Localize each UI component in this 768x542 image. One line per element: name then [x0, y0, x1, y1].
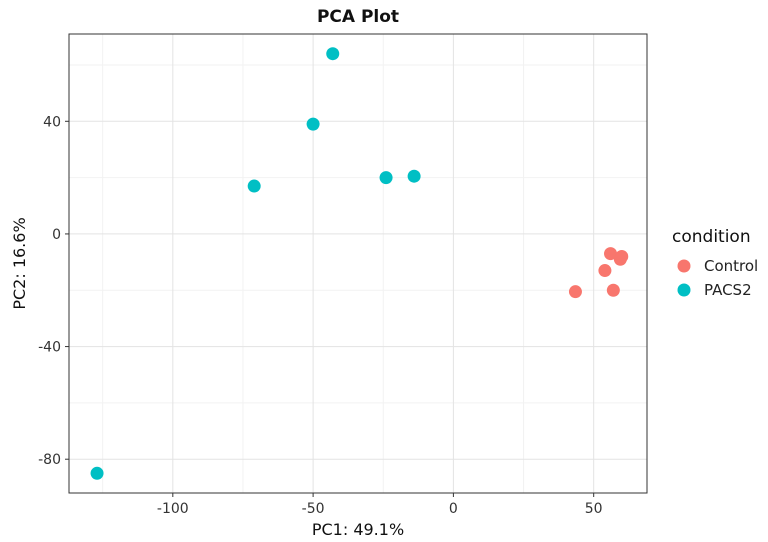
plot-panel-border	[68, 33, 648, 494]
data-point-control	[598, 264, 612, 278]
data-point-pacs2	[326, 47, 340, 61]
data-point-control	[604, 247, 618, 261]
legend-label-pacs2: PACS2	[704, 281, 752, 299]
y-tick-label: 0	[52, 227, 61, 243]
data-point-pacs2	[247, 179, 261, 193]
x-tick-label: -50	[302, 501, 325, 517]
x-axis-title: PC1: 49.1%	[312, 520, 404, 539]
chart-title: PCA Plot	[317, 7, 399, 27]
data-points	[90, 47, 629, 480]
legend-label-control: Control	[704, 257, 758, 275]
major-gridlines	[69, 34, 647, 493]
data-point-pacs2	[90, 466, 104, 480]
legend-key-pacs2	[677, 283, 691, 297]
y-axis-title: PC2: 16.6%	[10, 217, 29, 309]
x-tick-label: 50	[585, 501, 603, 517]
data-point-control	[606, 283, 620, 297]
y-axis-ticks: -80 -40 0 40	[38, 114, 69, 468]
data-point-pacs2	[379, 171, 393, 185]
x-axis-ticks: -100 -50 0 50	[157, 493, 603, 517]
legend-title: condition	[672, 227, 751, 247]
data-point-control	[615, 249, 629, 263]
legend-key-control	[677, 259, 691, 273]
x-tick-label: 0	[449, 501, 458, 517]
y-tick-label: 40	[43, 114, 61, 130]
minor-gridlines	[69, 34, 647, 493]
legend: condition Control PACS2	[672, 227, 758, 299]
data-point-control	[568, 285, 582, 299]
data-point-pacs2	[407, 169, 421, 183]
x-tick-label: -100	[157, 501, 189, 517]
data-point-pacs2	[306, 117, 320, 131]
y-tick-label: -40	[38, 340, 61, 356]
y-tick-label: -80	[38, 452, 61, 468]
